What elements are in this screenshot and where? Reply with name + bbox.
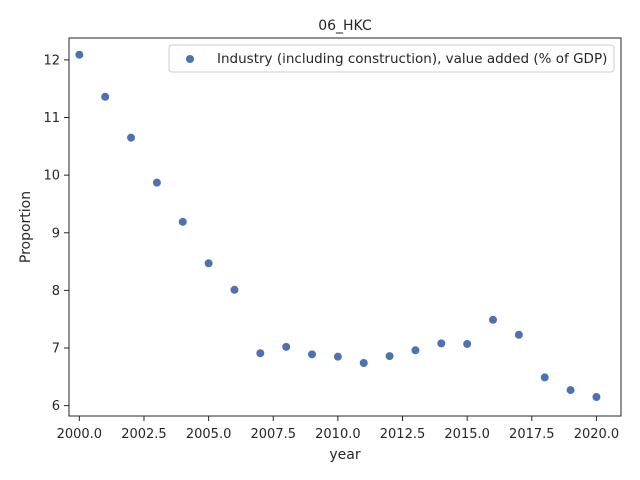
x-tick-label: 2015.0 (444, 427, 490, 442)
legend: Industry (including construction), value… (168, 44, 615, 73)
y-tick-label: 6 (52, 399, 60, 414)
x-tick-label: 2020.0 (574, 427, 620, 442)
data-point (592, 392, 601, 401)
plot-frame (68, 37, 622, 417)
data-point (178, 217, 187, 226)
data-point (437, 339, 446, 348)
x-tick-label: 2005.0 (186, 427, 232, 442)
y-tick-label: 9 (52, 226, 60, 241)
data-point (75, 50, 84, 59)
y-tick-label: 7 (52, 342, 60, 357)
legend-marker (186, 55, 194, 63)
legend-box (168, 44, 615, 73)
data-point (204, 259, 213, 268)
data-point (101, 92, 110, 101)
data-point (463, 339, 472, 348)
data-point (540, 373, 549, 382)
y-tick-label: 10 (43, 169, 60, 184)
data-point (333, 352, 342, 361)
data-point (411, 346, 420, 355)
chart-title: 06_HKC (318, 18, 372, 34)
data-point (385, 352, 394, 361)
x-tick-label: 2000.0 (57, 427, 103, 442)
x-tick-label: 2002.5 (121, 427, 167, 442)
data-point (566, 386, 575, 395)
y-tick-label: 8 (52, 284, 60, 299)
y-axis-label: Proportion (18, 191, 34, 263)
data-point (514, 330, 523, 339)
data-point (127, 133, 136, 142)
x-tick-label: 2010.0 (315, 427, 361, 442)
y-tick-label: 11 (43, 111, 60, 126)
x-axis-label: year (329, 447, 360, 463)
data-point (230, 285, 239, 294)
data-point (152, 178, 161, 187)
data-point (282, 342, 291, 351)
x-tick-label: 2007.5 (251, 427, 297, 442)
data-point (359, 358, 368, 367)
legend-label: Industry (including construction), value… (217, 51, 607, 67)
x-tick-label: 2017.5 (509, 427, 555, 442)
y-tick-label: 12 (43, 53, 60, 68)
data-point (256, 349, 265, 358)
x-tick-label: 2012.5 (380, 427, 426, 442)
data-point (489, 315, 498, 324)
data-point (308, 350, 317, 359)
